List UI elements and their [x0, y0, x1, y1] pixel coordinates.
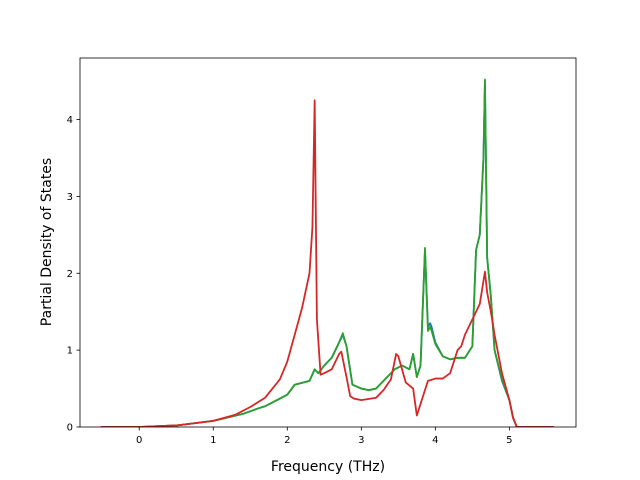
x-axis-ticks: 0 1 2 3 4 5: [136, 427, 513, 446]
series-group: [100, 78, 554, 427]
y-axis-label: Partial Density of States: [39, 158, 55, 326]
y-tick-label: 0: [67, 423, 73, 434]
x-tick-label: 1: [210, 435, 216, 446]
y-tick-label: 4: [67, 115, 73, 126]
plot-area: [79, 57, 577, 428]
y-axis-ticks: 0 1 2 3 4: [67, 115, 80, 434]
x-tick-label: 5: [506, 435, 512, 446]
series-line-2: [100, 99, 554, 427]
x-axis-label: Frequency (THz): [271, 459, 385, 475]
y-tick-label: 1: [67, 346, 73, 357]
x-tick-label: 3: [358, 435, 364, 446]
series-line-1: [100, 78, 554, 427]
y-tick-label: 3: [67, 192, 73, 203]
x-tick-label: 2: [284, 435, 290, 446]
axes-frame: [79, 57, 577, 428]
x-tick-label: 0: [136, 435, 142, 446]
x-tick-label: 4: [432, 435, 438, 446]
y-tick-label: 2: [67, 269, 73, 280]
